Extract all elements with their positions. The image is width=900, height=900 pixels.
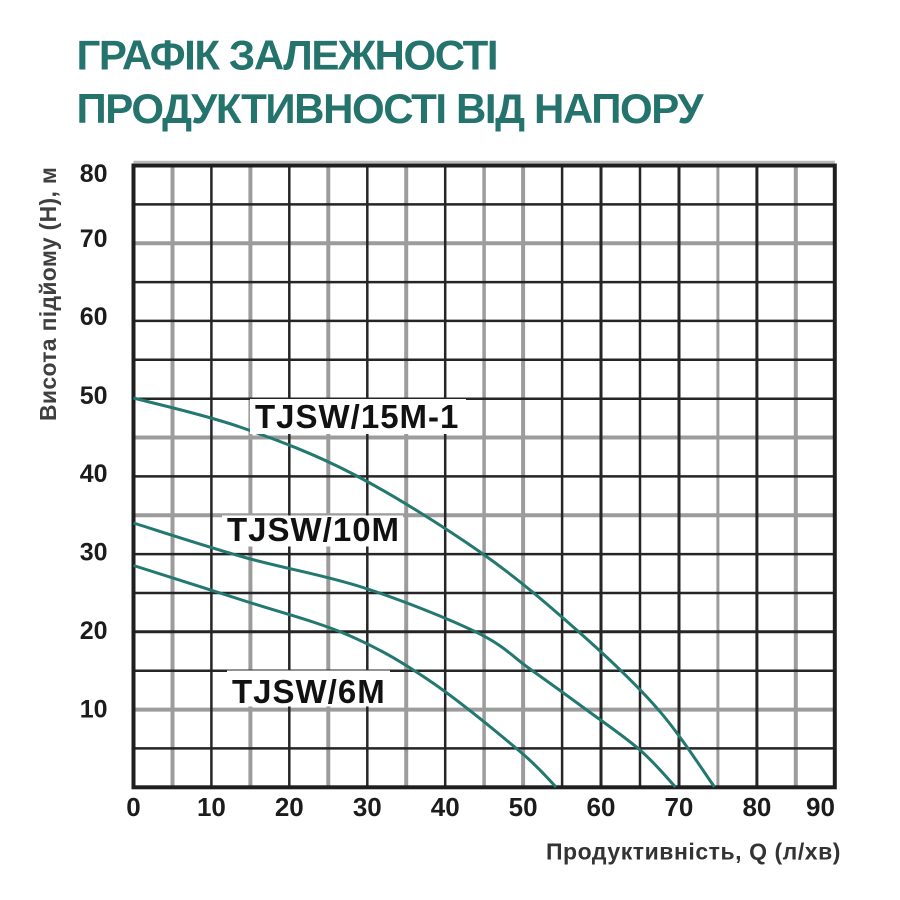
svg-text:80: 80: [80, 160, 108, 188]
svg-text:TJSW/10M: TJSW/10M: [227, 511, 400, 548]
svg-text:80: 80: [742, 792, 771, 822]
svg-text:40: 40: [431, 792, 460, 822]
svg-text:10: 10: [197, 792, 226, 822]
svg-text:10: 10: [80, 695, 108, 723]
svg-text:Продуктивність, Q (л/хв): Продуктивність, Q (л/хв): [546, 839, 841, 865]
svg-text:50: 50: [80, 382, 108, 410]
svg-text:60: 60: [80, 303, 108, 331]
svg-text:30: 30: [80, 539, 108, 567]
svg-text:20: 20: [80, 617, 108, 645]
svg-text:70: 70: [664, 792, 693, 822]
svg-text:50: 50: [509, 792, 538, 822]
svg-text:70: 70: [80, 225, 108, 253]
svg-text:ГРАФІК ЗАЛЕЖНОСТІ: ГРАФІК ЗАЛЕЖНОСТІ: [77, 32, 498, 79]
svg-text:Висота підйому (Н), м: Висота підйому (Н), м: [35, 167, 61, 421]
svg-text:60: 60: [587, 792, 616, 822]
svg-text:90: 90: [806, 792, 835, 822]
svg-text:ПРОДУКТИВНОСТІ ВІД НАПОРУ: ПРОДУКТИВНОСТІ ВІД НАПОРУ: [77, 85, 705, 132]
svg-text:0: 0: [126, 792, 140, 822]
svg-text:20: 20: [275, 792, 304, 822]
svg-text:TJSW/15M-1: TJSW/15M-1: [255, 398, 459, 435]
svg-text:30: 30: [353, 792, 382, 822]
svg-text:40: 40: [80, 460, 108, 488]
svg-text:TJSW/6M: TJSW/6M: [232, 673, 386, 710]
